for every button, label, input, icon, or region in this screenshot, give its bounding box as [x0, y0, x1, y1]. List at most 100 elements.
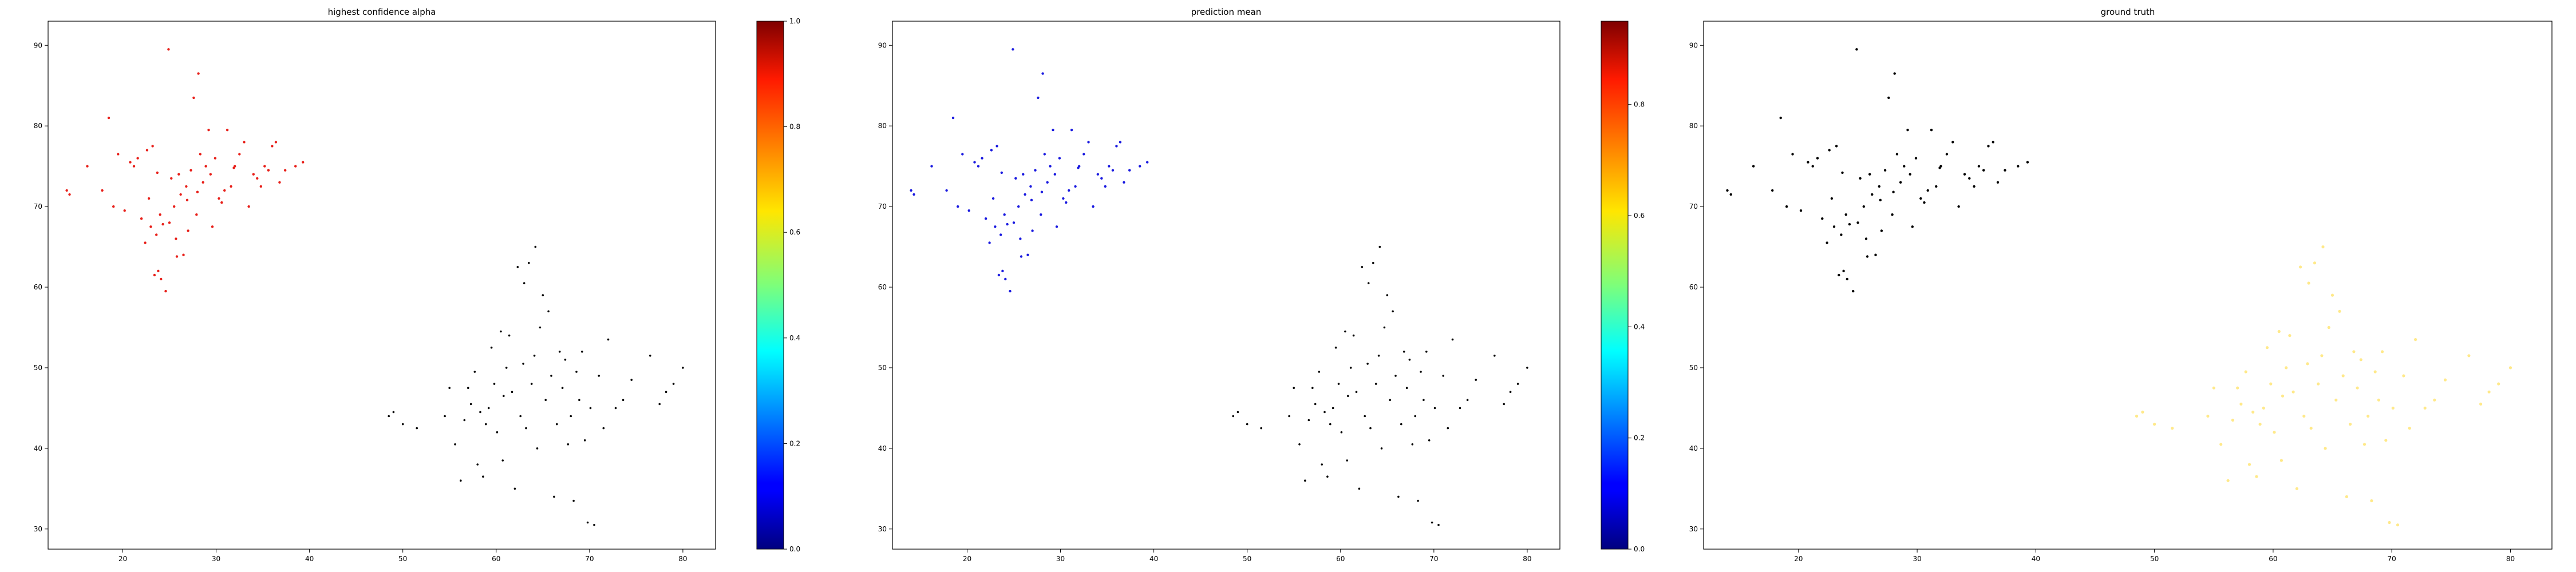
colorbar-ticks: 0.0 0.2 0.4 0.6 0.8 — [1628, 101, 1645, 553]
scatter-point — [994, 225, 997, 228]
scatter-point — [2265, 346, 2269, 349]
scatter-point — [1400, 423, 1402, 426]
scatter-point — [682, 367, 684, 369]
scatter-point — [2408, 427, 2411, 430]
scatter-point — [1433, 407, 1436, 410]
scatter-point — [1903, 165, 1906, 168]
scatter-point — [2402, 374, 2405, 378]
x-tick-label: 80 — [1523, 555, 1531, 563]
scatter-point — [973, 161, 976, 164]
scatter-point — [1982, 169, 1985, 172]
scatter-point — [454, 443, 456, 446]
scatter-point — [1830, 197, 1834, 200]
scatter-point — [536, 447, 539, 450]
y-tick-label: 80 — [1689, 122, 1698, 130]
scatter-point — [175, 255, 179, 258]
scatter-point — [1246, 423, 1249, 426]
scatter-point — [2288, 334, 2291, 337]
scatter-point — [496, 431, 499, 434]
scatter-point — [1838, 273, 1840, 277]
scatter-point — [1771, 189, 1774, 192]
scatter-point — [1070, 129, 1073, 132]
scatter-point — [1841, 171, 1844, 174]
scatter-point — [2370, 499, 2373, 503]
scatter-point — [1826, 241, 1828, 244]
scatter-point — [2026, 161, 2029, 164]
scatter-point — [1779, 116, 1782, 120]
scatter-point — [1374, 383, 1377, 385]
scatter-point — [1821, 217, 1824, 220]
scatter-point — [401, 423, 404, 426]
scatter-point — [1314, 403, 1317, 406]
scatter-point — [1431, 521, 1433, 524]
scatter-point — [2135, 414, 2139, 418]
scatter-point — [2433, 398, 2436, 402]
scatter-point — [243, 141, 246, 144]
scatter-point — [487, 407, 490, 410]
scatter-point — [967, 209, 970, 212]
scatter-point — [1096, 173, 1100, 176]
scatter-point — [192, 96, 195, 100]
scatter-point — [1392, 310, 1394, 313]
scatter-point — [170, 177, 173, 180]
scatter-point — [930, 165, 933, 168]
colorbar-tick-label: 0.4 — [789, 334, 800, 342]
scatter-point — [392, 411, 395, 414]
scatter-point — [1417, 499, 1419, 502]
scatter-point — [511, 391, 513, 393]
scatter-point — [2258, 423, 2262, 426]
scatter-point — [211, 225, 214, 228]
scatter-point — [1509, 391, 1512, 393]
scatter-point — [2373, 370, 2377, 374]
scatter-point — [1355, 391, 1358, 393]
plot-frame — [1703, 21, 2553, 550]
x-tick-label: 70 — [2388, 555, 2396, 563]
scatter-point — [1425, 351, 1428, 353]
scatter-point — [570, 415, 572, 418]
scatter-point — [1372, 261, 1374, 264]
scatter-point — [155, 233, 158, 236]
scatter-point — [1414, 415, 1416, 418]
scatter-point — [2356, 386, 2359, 390]
scatter-point — [500, 330, 502, 333]
scatter-point — [1840, 233, 1843, 236]
x-tick-label: 80 — [678, 555, 687, 563]
scatter-point — [1006, 223, 1009, 226]
scatter-point — [2377, 398, 2380, 402]
x-tick-label: 20 — [1794, 555, 1803, 563]
scatter-point — [2317, 382, 2320, 386]
scatter-point — [1321, 463, 1323, 466]
scatter-point — [1996, 181, 2000, 184]
scatter-point — [160, 277, 163, 281]
x-tick-label: 40 — [2032, 555, 2040, 563]
scatter-point — [65, 189, 68, 192]
scatter-point — [2334, 398, 2338, 402]
scatter-point — [1377, 355, 1380, 357]
panel-prediction-mean: prediction mean 20 30 40 50 60 70 80 30 40 50 60 70… — [878, 7, 1560, 563]
scatter-point — [1380, 447, 1383, 450]
scatter-point — [294, 165, 297, 168]
scatter-point — [416, 427, 418, 430]
scatter-point — [238, 153, 241, 156]
scatter-point — [2236, 386, 2239, 390]
scatter-point — [1000, 171, 1003, 174]
scatter-point — [1828, 149, 1831, 152]
scatter-point — [1935, 185, 1938, 188]
scatter-point — [1402, 351, 1405, 353]
scatter-point — [2281, 394, 2285, 398]
scatter-point — [209, 173, 212, 176]
scatter-point — [123, 209, 126, 212]
scatter-point — [1367, 282, 1370, 284]
scatter-point — [388, 415, 390, 418]
scatter-point — [460, 479, 462, 482]
y-tick-label: 80 — [34, 122, 42, 130]
scatter-point — [1087, 141, 1090, 144]
scatter-point — [202, 181, 204, 184]
scatter-point — [1043, 153, 1046, 156]
scatter-point — [572, 499, 575, 502]
scatter-point — [1926, 189, 1929, 192]
scatter-point — [977, 165, 980, 168]
scatter-point — [1062, 197, 1065, 200]
x-tick-label: 70 — [585, 555, 594, 563]
scatter-point — [1386, 294, 1389, 296]
